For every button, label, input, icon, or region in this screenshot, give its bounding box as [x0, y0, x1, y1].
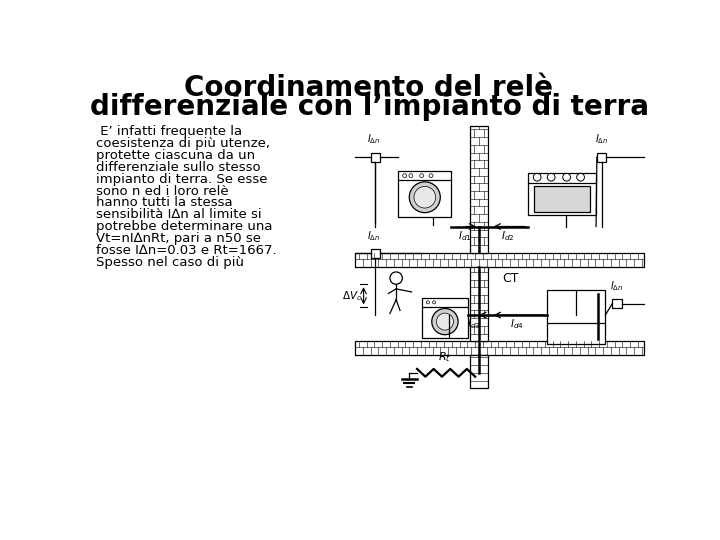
Circle shape [409, 182, 441, 213]
Text: coesistenza di più utenze,: coesistenza di più utenze, [96, 137, 270, 150]
Bar [469, 355, 488, 388]
Text: Coordinamento del relè: Coordinamento del relè [184, 74, 554, 102]
Text: fosse I∆n=0.03 e Rt=1667.: fosse I∆n=0.03 e Rt=1667. [96, 244, 276, 257]
Bar [528, 173, 596, 215]
Text: $I_{\Delta n}$: $I_{\Delta n}$ [595, 133, 608, 146]
Circle shape [433, 301, 436, 304]
Circle shape [432, 308, 458, 335]
Text: potrebbe determinare una: potrebbe determinare una [96, 220, 273, 233]
Bar [534, 186, 590, 212]
Circle shape [426, 301, 429, 304]
Text: E’ infatti frequente la: E’ infatti frequente la [96, 125, 243, 138]
Circle shape [402, 174, 407, 178]
Text: $I_{d1}$: $I_{d1}$ [458, 229, 472, 242]
Text: protette ciascuna da un: protette ciascuna da un [96, 148, 256, 162]
Text: CT: CT [502, 272, 518, 285]
Text: differenziale sullo stesso: differenziale sullo stesso [96, 161, 261, 174]
Text: $R_t$: $R_t$ [438, 350, 451, 363]
Circle shape [547, 173, 555, 181]
Text: hanno tutti la stessa: hanno tutti la stessa [96, 197, 233, 210]
Bar [355, 253, 644, 267]
Circle shape [409, 174, 413, 178]
Text: $I_{\Delta n}$: $I_{\Delta n}$ [367, 229, 380, 242]
Bar [398, 171, 451, 217]
Circle shape [563, 173, 570, 181]
Text: impianto di terra. Se esse: impianto di terra. Se esse [96, 173, 268, 186]
Text: $I_{d3}$: $I_{d3}$ [467, 318, 480, 331]
Text: differenziale con l’impianto di terra: differenziale con l’impianto di terra [89, 93, 649, 121]
Text: sensibilità I∆n al limite si: sensibilità I∆n al limite si [96, 208, 262, 221]
Circle shape [436, 313, 454, 330]
Circle shape [420, 174, 423, 178]
Circle shape [534, 173, 541, 181]
Text: $I_{\Delta n}$: $I_{\Delta n}$ [367, 133, 380, 146]
Circle shape [390, 272, 402, 284]
Text: $\Delta V_c$: $\Delta V_c$ [342, 289, 362, 303]
Bar [547, 289, 606, 343]
Circle shape [577, 173, 585, 181]
Bar [469, 267, 488, 341]
Bar [422, 298, 468, 338]
Bar [612, 299, 621, 308]
Bar [597, 153, 606, 162]
Bar [371, 153, 380, 162]
Bar [469, 126, 488, 253]
Text: $I_{d2}$: $I_{d2}$ [500, 229, 514, 242]
Text: $I_{d4}$: $I_{d4}$ [510, 318, 524, 331]
Circle shape [414, 186, 436, 208]
Text: Spesso nel caso di più: Spesso nel caso di più [96, 256, 244, 269]
Text: $I_{\Delta n}$: $I_{\Delta n}$ [611, 279, 624, 293]
Circle shape [429, 174, 433, 178]
Text: sono n ed i loro relè: sono n ed i loro relè [96, 185, 229, 198]
Bar [371, 249, 380, 258]
Text: Vt=nI∆nRt, pari a n50 se: Vt=nI∆nRt, pari a n50 se [96, 232, 261, 245]
Bar [355, 341, 644, 355]
